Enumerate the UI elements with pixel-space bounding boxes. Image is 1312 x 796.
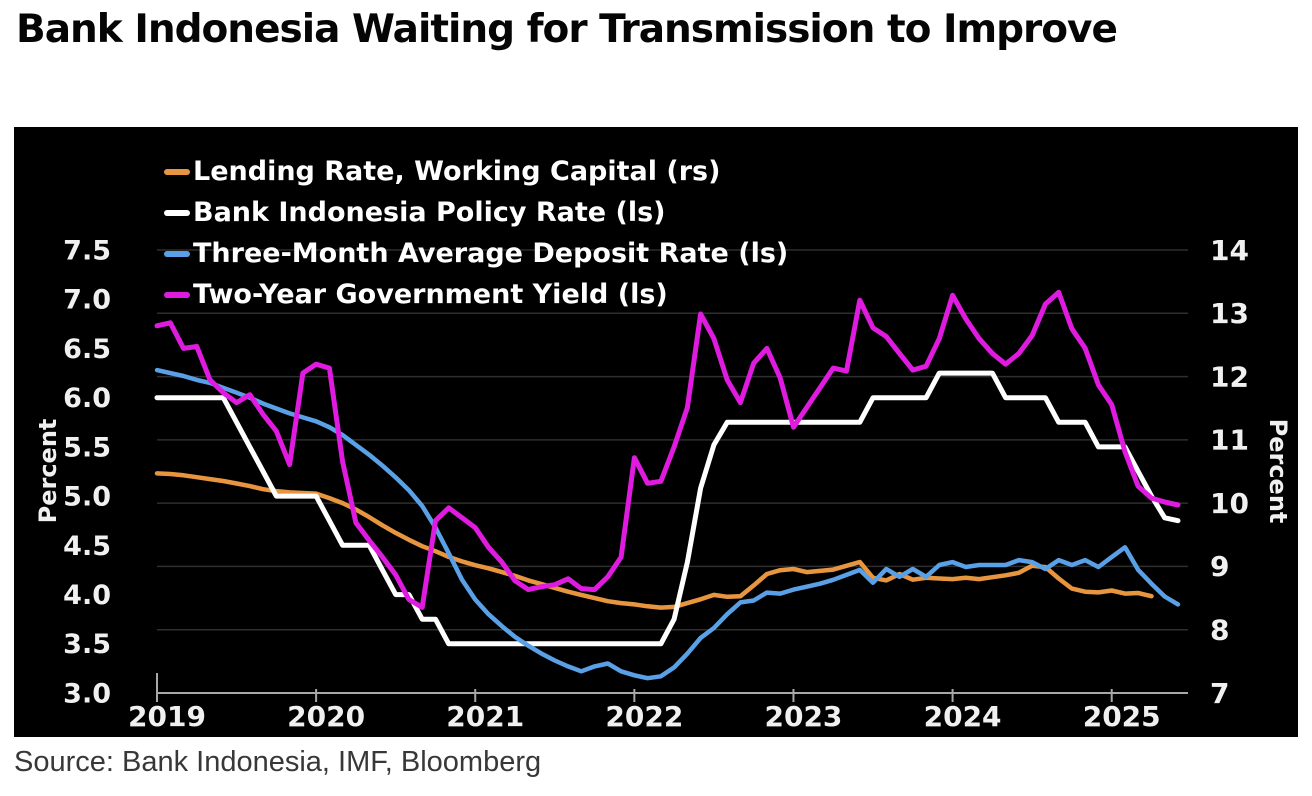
series-line-left xyxy=(154,370,1181,647)
line-chart: 2019 2020 2021 2022 2023 2024 2025 7.5 7.0 6.5 6.0… xyxy=(34,234,1292,733)
y-axis-left-tick-label: 4.0 xyxy=(63,580,111,611)
legend-label: Three-Month Average Deposit Rate (ls) xyxy=(193,238,789,269)
y-axis-left-tick-label: 3.0 xyxy=(63,678,111,709)
chart-panel: 2019 2020 2021 2022 2023 2024 2025 7.5 7.0 6.5 6.0… xyxy=(14,127,1298,737)
legend-label: Two-Year Government Yield (ls) xyxy=(193,279,668,310)
legend-swatch-magenta-icon xyxy=(164,291,190,298)
legend-label: Lending Rate, Working Capital (rs) xyxy=(193,156,721,187)
legend-label: Bank Indonesia Policy Rate (ls) xyxy=(193,197,666,228)
y-axis-left-tick-label: 7.0 xyxy=(63,285,111,316)
source-note: Source: Bank Indonesia, IMF, Bloomberg xyxy=(14,746,542,778)
y-axis-right-tick-label: 8 xyxy=(1210,614,1229,647)
x-axis-tick-label: 2025 xyxy=(1083,700,1161,733)
y-axis-left-title: Percent xyxy=(34,419,62,524)
series-line-right xyxy=(154,471,1154,610)
series-line-left xyxy=(154,289,1181,610)
y-axis-right-tick-label: 12 xyxy=(1210,360,1249,393)
legend-item-policy-rate: Bank Indonesia Policy Rate (ls) xyxy=(164,192,788,233)
x-axis-tick-label: 2020 xyxy=(287,700,365,733)
legend-swatch-white-icon xyxy=(164,209,190,216)
y-axis-right-tick-label: 10 xyxy=(1210,487,1249,520)
y-axis-left-tick-label: 5.0 xyxy=(63,482,111,513)
legend-swatch-blue-icon xyxy=(164,250,190,257)
y-axis-right-tick-label: 7 xyxy=(1210,677,1229,710)
y-axis-left-tick-label: 6.0 xyxy=(63,383,111,414)
y-axis-right-tick-label: 13 xyxy=(1210,297,1249,330)
y-axis-left-tick-label: 5.5 xyxy=(63,432,111,463)
x-axis-tick-label: 2024 xyxy=(924,700,1002,733)
legend-swatch-orange-icon xyxy=(164,168,190,175)
x-axis-tick-label: 2022 xyxy=(605,700,683,733)
y-axis-right-tick-label: 14 xyxy=(1210,234,1249,267)
y-axis-right-title: Percent xyxy=(1264,419,1292,524)
legend-item-deposit-rate: Three-Month Average Deposit Rate (ls) xyxy=(164,233,788,274)
legend-item-lending-rate: Lending Rate, Working Capital (rs) xyxy=(164,151,788,192)
y-axis-left-tick-label: 6.5 xyxy=(63,334,111,365)
y-axis-left-tick-label: 4.5 xyxy=(63,531,111,562)
y-axis-left-tick-label: 7.5 xyxy=(63,235,111,266)
x-axis-tick-label: 2023 xyxy=(764,700,842,733)
x-axis-tick-label: 2019 xyxy=(128,700,206,733)
chart-title: Bank Indonesia Waiting for Transmission … xyxy=(16,7,1118,52)
series-line-left xyxy=(154,367,1181,681)
y-axis-left-tick-label: 3.5 xyxy=(63,629,111,660)
y-axis-right-tick-label: 11 xyxy=(1210,424,1249,457)
legend-item-govt-yield: Two-Year Government Yield (ls) xyxy=(164,274,788,315)
y-axis-right-tick-label: 9 xyxy=(1210,550,1229,583)
x-axis-tick-label: 2021 xyxy=(446,700,524,733)
chart-legend: Lending Rate, Working Capital (rs) Bank … xyxy=(164,151,788,315)
